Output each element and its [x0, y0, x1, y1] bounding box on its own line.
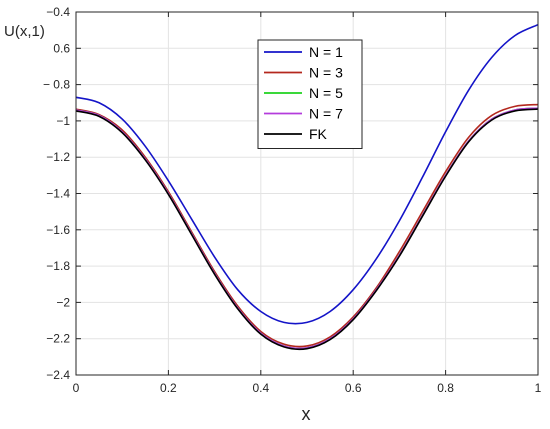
- series-line-n-3: [75, 103, 539, 348]
- x-tick-label: 0: [73, 381, 80, 395]
- legend-label: FK: [309, 126, 328, 142]
- x-axis-ticks: 0 0.2 0.4 0.6 0.8 1: [73, 12, 542, 395]
- legend-box: [257, 39, 363, 149]
- y-tick-label: −2.4: [46, 368, 70, 382]
- y-tick-label: −1.4: [46, 187, 70, 201]
- y-tick-label: − 0.8: [43, 78, 70, 92]
- legend: N = 1 N = 3 N = 5 N = 7 FK: [257, 39, 363, 149]
- legend-label: N = 1: [309, 44, 343, 60]
- x-tick-label: 0.4: [252, 381, 269, 395]
- y-tick-label: −2: [56, 295, 70, 309]
- x-tick-label: 0.8: [437, 381, 454, 395]
- series-line-fk: [75, 108, 539, 351]
- y-tick-label: −1.2: [46, 150, 70, 164]
- series-line-n-1: [75, 23, 539, 325]
- x-tick-label: 0.2: [160, 381, 177, 395]
- legend-label: N = 3: [309, 65, 343, 81]
- y-axis-label: U(x,1): [4, 23, 45, 40]
- series-lines: [75, 23, 539, 351]
- x-tick-label: 1: [535, 381, 542, 395]
- y-tick-label: −1.8: [46, 259, 70, 273]
- legend-label: N = 5: [309, 85, 343, 101]
- y-tick-label: −1: [56, 114, 70, 128]
- y-tick-label: −2.2: [46, 332, 70, 346]
- x-axis-label: x: [302, 404, 311, 424]
- y-tick-label: −0.4: [46, 5, 70, 19]
- y-tick-label: 0.6: [53, 41, 70, 55]
- legend-label: N = 7: [309, 106, 343, 122]
- x-tick-label: 0.6: [345, 381, 362, 395]
- y-tick-label: −1.6: [46, 223, 70, 237]
- y-axis-ticks: −2.4 −2.2 −2 −1.8 −1.6 −1.4 −1.2 −1 − 0.8 0.6 −0.4: [43, 5, 538, 382]
